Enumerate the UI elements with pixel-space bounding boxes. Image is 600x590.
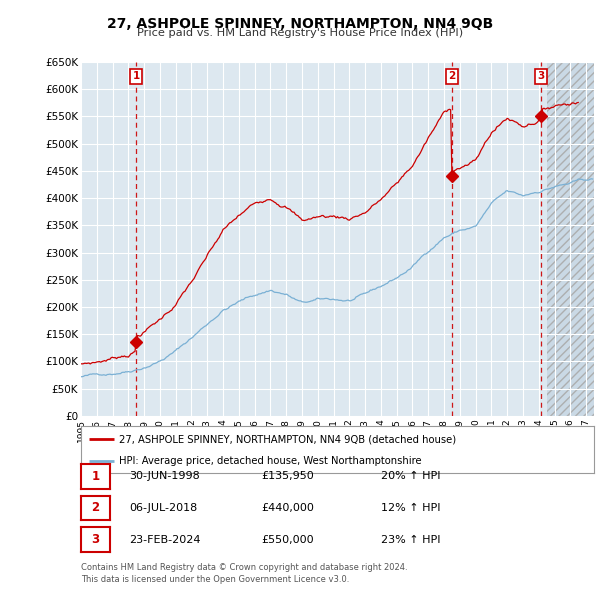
Text: 27, ASHPOLE SPINNEY, NORTHAMPTON, NN4 9QB (detached house): 27, ASHPOLE SPINNEY, NORTHAMPTON, NN4 9Q…: [119, 434, 457, 444]
Text: 27, ASHPOLE SPINNEY, NORTHAMPTON, NN4 9QB: 27, ASHPOLE SPINNEY, NORTHAMPTON, NN4 9Q…: [107, 17, 493, 31]
Text: 2: 2: [91, 502, 100, 514]
Text: £135,950: £135,950: [261, 471, 314, 481]
Text: This data is licensed under the Open Government Licence v3.0.: This data is licensed under the Open Gov…: [81, 575, 349, 584]
Text: £440,000: £440,000: [261, 503, 314, 513]
Text: £550,000: £550,000: [261, 535, 314, 545]
Text: 23% ↑ HPI: 23% ↑ HPI: [381, 535, 440, 545]
Text: 12% ↑ HPI: 12% ↑ HPI: [381, 503, 440, 513]
Text: 1: 1: [133, 71, 140, 81]
Text: 3: 3: [91, 533, 100, 546]
Text: 30-JUN-1998: 30-JUN-1998: [129, 471, 200, 481]
Text: 2: 2: [448, 71, 455, 81]
Text: 20% ↑ HPI: 20% ↑ HPI: [381, 471, 440, 481]
Text: 06-JUL-2018: 06-JUL-2018: [129, 503, 197, 513]
Text: HPI: Average price, detached house, West Northamptonshire: HPI: Average price, detached house, West…: [119, 457, 422, 466]
Text: 3: 3: [538, 71, 545, 81]
Text: 1: 1: [91, 470, 100, 483]
Text: Contains HM Land Registry data © Crown copyright and database right 2024.: Contains HM Land Registry data © Crown c…: [81, 563, 407, 572]
Text: 23-FEB-2024: 23-FEB-2024: [129, 535, 200, 545]
Text: Price paid vs. HM Land Registry's House Price Index (HPI): Price paid vs. HM Land Registry's House …: [137, 28, 463, 38]
